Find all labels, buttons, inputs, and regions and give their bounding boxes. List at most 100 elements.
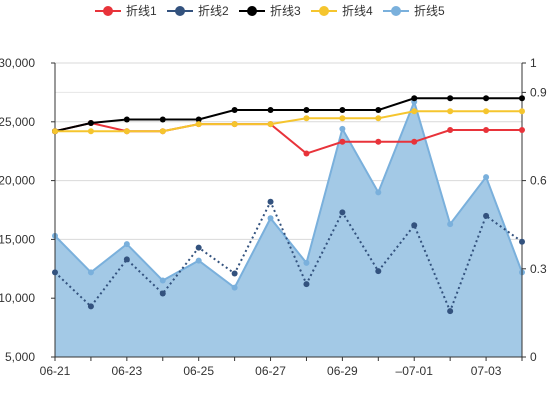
legend-label: 折线5	[414, 3, 445, 18]
x-tick-label: 07-03	[471, 364, 502, 378]
data-point	[447, 127, 454, 134]
data-point	[87, 303, 94, 310]
data-point	[159, 277, 166, 284]
data-point	[52, 269, 58, 276]
data-point	[195, 121, 202, 128]
data-point	[519, 108, 525, 115]
data-point	[231, 284, 238, 291]
data-point	[159, 128, 166, 135]
data-point	[483, 108, 490, 115]
data-point	[267, 107, 274, 114]
data-point	[303, 107, 310, 114]
data-point	[483, 95, 490, 102]
data-point	[339, 125, 346, 132]
data-point	[339, 107, 346, 114]
data-point	[519, 95, 525, 102]
data-point	[195, 116, 202, 123]
area-line-折线5	[54, 98, 523, 290]
legend-swatch-marker	[103, 6, 113, 16]
data-point	[303, 281, 310, 288]
tick-labels: 5,000 10,000 15,000 20,000 25,000 30,000 0 0.3 0…	[0, 56, 547, 378]
legend-item-折线1: 折线1	[95, 3, 157, 18]
data-point	[87, 269, 94, 276]
data-point	[159, 290, 166, 297]
x-tick-label: 06-27	[255, 364, 286, 378]
data-point	[447, 108, 454, 115]
data-point	[411, 138, 418, 145]
legend-item-折线3: 折线3	[239, 3, 301, 18]
y-right-tick-label: 0.9	[530, 85, 547, 99]
y-left-tick-label: 20,000	[0, 174, 35, 188]
data-point	[519, 127, 525, 134]
series-line-折线3	[54, 97, 522, 133]
y-right-tick-label: 0	[530, 350, 537, 364]
data-point	[123, 116, 130, 123]
y-left-tick-label: 5,000	[5, 350, 35, 364]
data-point	[339, 138, 346, 145]
data-point	[375, 138, 382, 145]
data-point	[411, 222, 418, 229]
x-tick-label: 06-25	[183, 364, 214, 378]
x-tick-label: 06-23	[111, 364, 142, 378]
data-point	[87, 128, 94, 135]
legend-label: 折线4	[342, 3, 373, 18]
y-left-tick-label: 30,000	[0, 56, 35, 70]
data-point	[483, 127, 490, 134]
legend-swatch-marker	[391, 6, 401, 16]
data-point	[231, 121, 238, 128]
data-point	[447, 221, 454, 228]
x-tick-label: 06-21	[40, 364, 71, 378]
area-series	[52, 98, 525, 357]
legend-swatch-marker	[247, 6, 257, 16]
legend-label: 折线1	[126, 3, 157, 18]
data-point	[303, 115, 310, 122]
y-right-tick-label: 1	[530, 56, 537, 70]
legend-label: 折线2	[198, 3, 229, 18]
data-point	[375, 189, 382, 196]
data-point	[267, 121, 274, 128]
data-point	[375, 115, 382, 122]
legend-item-折线2: 折线2	[167, 3, 229, 18]
data-point	[483, 174, 490, 181]
data-point	[375, 268, 382, 275]
data-point	[447, 95, 454, 102]
y-right-tick-label: 0.6	[530, 174, 547, 188]
data-point	[339, 209, 346, 216]
data-point	[123, 241, 130, 248]
y-right-tick-label: 0.3	[530, 262, 547, 276]
data-point	[267, 215, 274, 222]
y-left-tick-label: 15,000	[0, 232, 35, 246]
data-point	[339, 115, 346, 122]
data-point	[447, 308, 454, 315]
area-fill-折线5	[55, 101, 522, 357]
series-line-折线1	[54, 121, 522, 155]
legend-label: 折线3	[270, 3, 301, 18]
legend-swatch-marker	[175, 6, 185, 16]
data-point	[303, 150, 310, 157]
line-series	[52, 95, 525, 315]
data-point	[375, 107, 382, 114]
data-point	[195, 244, 202, 251]
data-point	[411, 95, 418, 102]
legend: 折线1 折线2 折线3 折线4 折线5	[95, 3, 445, 18]
data-point	[483, 212, 490, 219]
data-point	[303, 259, 310, 266]
series-line-折线2	[54, 199, 523, 314]
x-tick-label: –07-01	[396, 364, 434, 378]
legend-item-折线4: 折线4	[311, 3, 373, 18]
data-point	[231, 270, 238, 277]
data-point	[52, 128, 58, 135]
y-left-tick-label: 10,000	[0, 291, 35, 305]
data-point	[123, 128, 130, 135]
data-point	[519, 238, 525, 245]
legend-item-折线5: 折线5	[383, 3, 445, 18]
data-point	[195, 257, 202, 264]
legend-swatch-marker	[319, 6, 329, 16]
data-point	[231, 107, 238, 114]
data-point	[159, 116, 166, 123]
axes	[51, 62, 526, 361]
data-point	[411, 108, 418, 115]
data-point	[267, 198, 274, 205]
data-point	[123, 256, 130, 263]
